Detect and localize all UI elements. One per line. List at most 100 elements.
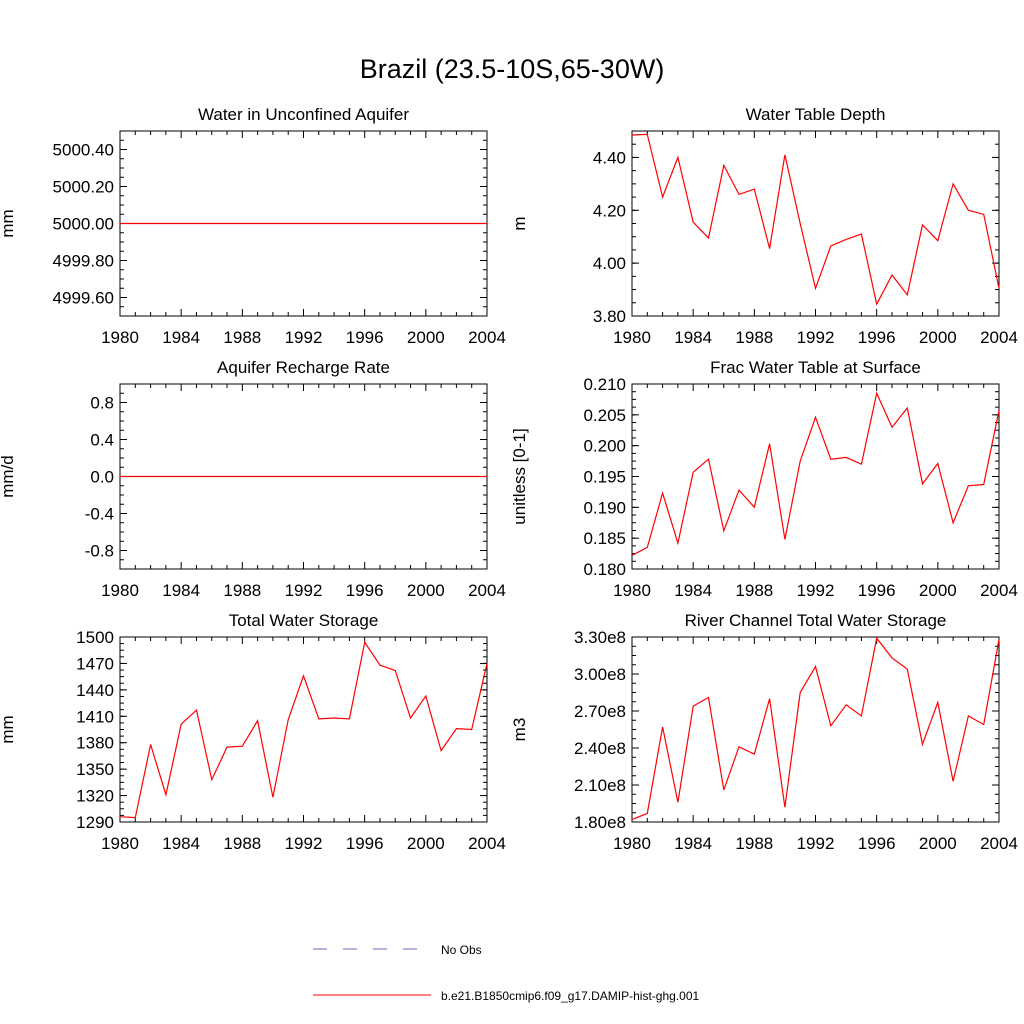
panel-1: Water in Unconfined Aquifer mm 1980 1984 198… — [0, 105, 506, 347]
series-line-1 — [631, 636, 1000, 821]
y-tick-label: 0.190 — [583, 498, 626, 517]
y-tick-label: 3.30e8 — [574, 628, 626, 647]
plot-frame — [631, 383, 1000, 570]
y-tick-label: 3.00e8 — [574, 665, 626, 684]
x-tick-label: 1988 — [223, 581, 261, 600]
x-tick-label: 2000 — [407, 581, 445, 600]
panel-4: Frac Water Table at Surface unitless [0-1… — [510, 358, 1018, 600]
panel-title: Aquifer Recharge Rate — [217, 358, 390, 377]
panel-5: Total Water Storage mm 1980 1984 1988 1992 199… — [0, 611, 506, 853]
y-tick-label: 1410 — [76, 707, 114, 726]
y-axis-label: mm — [0, 209, 17, 237]
y-tick-label: 0.180 — [583, 560, 626, 579]
x-tick-label: 1984 — [674, 834, 712, 853]
x-tick-label: 1988 — [223, 328, 261, 347]
figure-title: Brazil (23.5-10S,65-30W) — [359, 54, 665, 84]
y-tick-label: 1500 — [76, 628, 114, 647]
y-tick-label: 4999.80 — [53, 252, 114, 271]
y-tick-label: 0.8 — [90, 394, 114, 413]
panel-title: Frac Water Table at Surface — [710, 358, 921, 377]
y-tick-label: 1470 — [76, 654, 114, 673]
panel-6: River Channel Total Water Storage m3 1980 1… — [510, 611, 1018, 853]
y-tick-label: 1350 — [76, 760, 114, 779]
x-tick-label: 1992 — [285, 834, 323, 853]
x-tick-label: 1992 — [797, 581, 835, 600]
panel-2: Water Table Depth m 1980 1984 1988 1992 1996 20… — [510, 105, 1018, 347]
x-tick-label: 1984 — [674, 581, 712, 600]
y-tick-label: 1440 — [76, 681, 114, 700]
panel-title: River Channel Total Water Storage — [685, 611, 947, 630]
x-tick-label: 1988 — [735, 328, 773, 347]
x-tick-label: 2004 — [468, 328, 506, 347]
y-axis-label: mm — [0, 715, 17, 743]
series-line-1 — [631, 133, 1000, 306]
y-tick-label: -0.8 — [85, 542, 114, 561]
x-tick-label: 1988 — [735, 581, 773, 600]
x-tick-label: 1980 — [101, 834, 139, 853]
y-axis-label: unitless [0-1] — [510, 428, 529, 524]
y-tick-label: 2.70e8 — [574, 702, 626, 721]
y-tick-label: 4.40 — [593, 148, 626, 167]
x-tick-label: 2004 — [468, 581, 506, 600]
x-tick-label: 1980 — [613, 328, 651, 347]
y-tick-label: 1.80e8 — [574, 813, 626, 832]
x-tick-label: 2000 — [407, 834, 445, 853]
x-tick-label: 1992 — [285, 581, 323, 600]
y-tick-label: 4999.60 — [53, 289, 114, 308]
plot-frame — [631, 636, 1000, 823]
y-tick-label: -0.4 — [85, 505, 114, 524]
x-tick-label: 2004 — [468, 834, 506, 853]
y-tick-label: 1320 — [76, 787, 114, 806]
x-tick-label: 2004 — [980, 581, 1018, 600]
x-tick-label: 1996 — [858, 328, 896, 347]
legend: No Obs b.e21.B1850cmip6.f09_g17.DAMIP-his… — [313, 943, 699, 1003]
y-tick-label: 1380 — [76, 734, 114, 753]
x-tick-label: 1984 — [162, 581, 200, 600]
y-tick-label: 5000.20 — [53, 178, 114, 197]
y-tick-label: 0.205 — [583, 406, 626, 425]
y-axis-label: mm/d — [0, 455, 17, 498]
x-tick-label: 1992 — [797, 834, 835, 853]
x-tick-label: 1984 — [162, 328, 200, 347]
y-axis-label: m — [510, 216, 529, 230]
panel-title: Water Table Depth — [746, 105, 886, 124]
x-tick-label: 1992 — [285, 328, 323, 347]
y-tick-label: 0.200 — [583, 437, 626, 456]
legend-run-label: b.e21.B1850cmip6.f09_g17.DAMIP-hist-ghg.… — [441, 989, 699, 1003]
x-tick-label: 2004 — [980, 834, 1018, 853]
y-tick-label: 0.4 — [90, 431, 114, 450]
y-tick-label: 5000.40 — [53, 141, 114, 160]
y-tick-label: 0.185 — [583, 529, 626, 548]
x-tick-label: 1996 — [858, 581, 896, 600]
y-tick-label: 4.20 — [593, 201, 626, 220]
x-tick-label: 2000 — [919, 328, 957, 347]
series-line-1 — [119, 640, 488, 819]
x-tick-label: 2000 — [407, 328, 445, 347]
x-tick-label: 1996 — [858, 834, 896, 853]
y-tick-label: 2.10e8 — [574, 776, 626, 795]
series-line-1 — [631, 391, 1000, 556]
x-tick-label: 2000 — [919, 581, 957, 600]
y-tick-label: 0.0 — [90, 468, 114, 487]
x-tick-label: 1984 — [162, 834, 200, 853]
y-tick-label: 3.80 — [593, 307, 626, 326]
y-tick-label: 1290 — [76, 813, 114, 832]
x-tick-label: 1996 — [346, 834, 384, 853]
y-tick-label: 2.40e8 — [574, 739, 626, 758]
x-tick-label: 1980 — [101, 328, 139, 347]
y-tick-label: 0.195 — [583, 468, 626, 487]
x-tick-label: 1980 — [613, 581, 651, 600]
x-tick-label: 2000 — [919, 834, 957, 853]
x-tick-label: 1984 — [674, 328, 712, 347]
x-tick-label: 1996 — [346, 328, 384, 347]
x-tick-label: 1988 — [223, 834, 261, 853]
y-tick-label: 4.00 — [593, 254, 626, 273]
y-tick-label: 0.210 — [583, 375, 626, 394]
panel-title: Water in Unconfined Aquifer — [198, 105, 409, 124]
y-tick-label: 5000.00 — [53, 215, 114, 234]
panel-3: Aquifer Recharge Rate mm/d 1980 1984 1988 199… — [0, 358, 506, 600]
x-tick-label: 1980 — [613, 834, 651, 853]
plot-frame — [119, 636, 488, 823]
